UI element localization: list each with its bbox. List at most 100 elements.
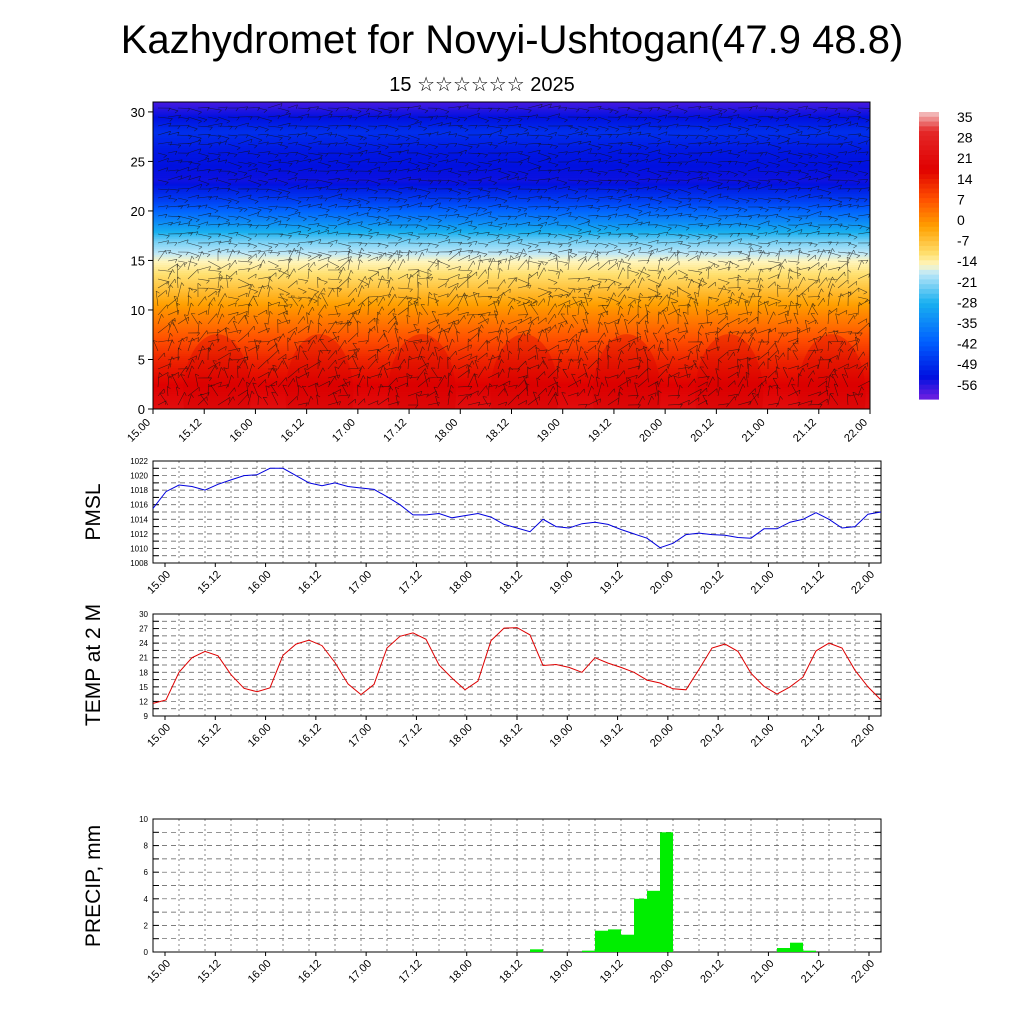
colorbar-swatch [919, 298, 939, 304]
x-tick-label: 21.12 [799, 569, 827, 597]
temperature-band [153, 141, 870, 145]
temperature-band [153, 175, 870, 178]
colorbar-swatch [919, 135, 939, 142]
x-tick-label: 19.12 [598, 569, 626, 597]
temperature-band [153, 339, 870, 343]
temperature-band [153, 260, 870, 264]
x-tick-label: 16.12 [296, 958, 324, 986]
temperature-band [153, 111, 870, 115]
wind-arrows [153, 103, 870, 409]
x-tick-label: 15.12 [195, 958, 223, 986]
temperature-band [153, 145, 870, 149]
temperature-band [153, 401, 870, 404]
temperature-band [153, 341, 870, 345]
temperature-band [153, 387, 870, 390]
y-tick-label: 1022 [130, 457, 148, 466]
x-tick-label: 16.00 [228, 417, 256, 445]
x-tick-label: 19.00 [547, 958, 575, 986]
temperature-band [153, 284, 870, 287]
temperature-band [153, 197, 870, 200]
temperature-band [153, 395, 870, 398]
temperature-band [153, 377, 870, 380]
colorbar-swatch [919, 336, 939, 343]
temperature-band [153, 355, 870, 359]
temperature-band [153, 169, 870, 172]
colorbar-swatch [919, 317, 939, 324]
colorbar-swatch [919, 279, 939, 285]
colorbar-swatch [919, 178, 939, 185]
temperature-band [153, 195, 870, 198]
colorbar-swatch [919, 241, 939, 247]
colorbar-swatch [919, 312, 939, 319]
colorbar-swatch [919, 265, 939, 271]
colorbar-label: 14 [957, 171, 973, 187]
temperature-band [153, 204, 870, 208]
colorbar-swatch [919, 164, 939, 170]
temperature-band [153, 349, 870, 353]
y-tick-label: 18 [139, 668, 148, 677]
colorbar-swatch [919, 174, 939, 180]
temperature-band [153, 333, 870, 337]
colorbar-label: -7 [957, 233, 970, 249]
x-tick-label: 22.00 [849, 958, 877, 986]
x-tick-label: 18.12 [497, 958, 525, 986]
temperature-band [153, 159, 870, 163]
x-tick-label: 15.12 [176, 417, 204, 445]
colorbar-swatch [919, 308, 939, 314]
colorbar-swatch [919, 375, 939, 381]
colorbar-swatch [919, 150, 939, 156]
x-tick-label: 20.00 [648, 958, 676, 986]
temperature-band [153, 298, 870, 301]
temperature-band [153, 131, 870, 135]
colorbar-swatch [919, 384, 939, 391]
precip-bar [621, 934, 634, 952]
x-tick-label: 15.00 [125, 417, 153, 445]
y-tick-label: 10 [139, 815, 148, 824]
colorbar-swatch [919, 145, 939, 151]
temperature-band [153, 256, 870, 260]
temperature-band [153, 373, 870, 376]
temperature-band [153, 177, 870, 180]
temperature-band [153, 115, 870, 119]
colorbar-swatch [919, 293, 939, 300]
series-line [152, 627, 882, 704]
colorbar-swatch [919, 121, 939, 127]
temperature-band [153, 294, 870, 297]
temperature-band [153, 206, 870, 210]
colorbar-swatch [919, 370, 939, 376]
temperature-band [153, 153, 870, 157]
page-title: Kazhydromet for Novyi-Ushtogan(47.9 48.8… [120, 18, 904, 62]
y-tick-label: 1010 [130, 544, 148, 553]
colorbar-swatch [919, 217, 939, 223]
colorbar-label: 7 [957, 191, 965, 207]
temperature-band [153, 304, 870, 307]
temperature-band [153, 236, 870, 240]
temperature-band [153, 359, 870, 363]
x-tick-label: 15.00 [145, 722, 173, 750]
colorbar-swatch [919, 126, 939, 132]
colorbar-swatch [919, 212, 939, 218]
temperature-band [153, 248, 870, 252]
temperature-band [153, 272, 870, 275]
temperature-band [153, 129, 870, 133]
x-tick-label: 22.00 [842, 417, 870, 445]
x-tick-label: 17.12 [397, 958, 425, 986]
x-tick-label: 15.12 [195, 722, 223, 750]
colorbar-swatch [919, 389, 939, 395]
x-tick-label: 20.00 [648, 569, 676, 597]
precip-bar [582, 950, 595, 952]
warm-patch [797, 334, 866, 409]
y-axis-label: TEMP at 2 M [82, 604, 105, 726]
temperature-band [153, 147, 870, 151]
warm-patch [592, 334, 661, 409]
colorbar-swatch [919, 245, 939, 252]
x-tick-label: 21.00 [740, 417, 768, 445]
x-tick-label: 20.12 [698, 569, 726, 597]
colorbar-swatch [919, 260, 939, 266]
colorbar-swatch [919, 207, 939, 214]
colorbar-swatch [919, 193, 939, 199]
x-tick-label: 18.12 [497, 722, 525, 750]
temperature-band [153, 381, 870, 384]
colorbar-label: -49 [957, 356, 977, 372]
temperature-band [153, 191, 870, 194]
